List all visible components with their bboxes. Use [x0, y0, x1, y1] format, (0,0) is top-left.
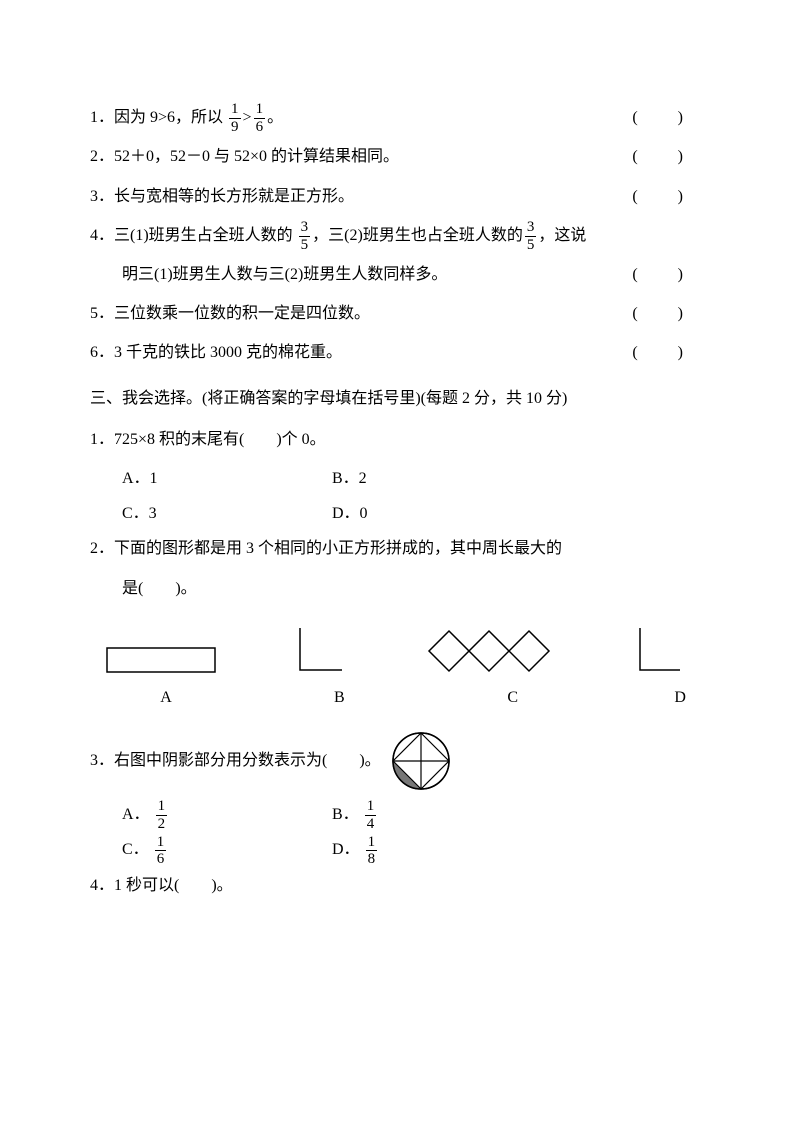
answer-blank[interactable]: ( ) [632, 100, 695, 135]
shape-d-corner [630, 620, 686, 676]
tf-q2: 2．52＋0，52－0 与 52×0 的计算结果相同。 ( ) [90, 139, 703, 174]
mc-q3-stem-row: 3．右图中阴影部分用分数表示为( )。 [90, 729, 703, 793]
tf-q1-post: 。 [267, 109, 283, 126]
fraction-3-5-a: 3 5 [299, 219, 311, 253]
tf-q4-mid: ，三(2)班男生也占全班人数的 [312, 227, 523, 244]
tf-q2-text: 2．52＋0，52－0 与 52×0 的计算结果相同。 [90, 148, 399, 165]
answer-blank[interactable]: ( ) [632, 296, 695, 331]
tf-q1: 1．因为 9>6，所以 1 9 > 1 6 。 ( ) [90, 100, 703, 135]
tf-q1-pre: 1．因为 9>6，所以 [90, 109, 223, 126]
mc-q2-label-a[interactable]: A [106, 680, 226, 715]
fraction-1-6: 1 6 [254, 101, 266, 135]
fraction-1-9: 1 9 [229, 101, 241, 135]
mc-q1-opts-row1: A．1 B．2 [122, 461, 703, 496]
shape-a-rectangle [106, 646, 216, 676]
mc-q3-opt-a[interactable]: A． 12 [122, 797, 332, 832]
tf-q3-text: 3．长与宽相等的长方形就是正方形。 [90, 188, 354, 205]
mc-q3-opt-d[interactable]: D． 18 [332, 832, 542, 867]
fraction-1-2: 12 [156, 798, 168, 832]
mc-q2-label-d[interactable]: D [626, 680, 686, 715]
tf-q6-text: 6．3 千克的铁比 3000 克的棉花重。 [90, 344, 342, 361]
mc-q1-opt-d[interactable]: D．0 [332, 496, 542, 531]
fraction-1-6: 16 [155, 834, 167, 868]
tf-q4-pre: 4．三(1)班男生占全班人数的 [90, 227, 293, 244]
shaded-circle-icon [389, 729, 453, 793]
mc-q3-stem: 3．右图中阴影部分用分数表示为( )。 [90, 743, 381, 778]
mc-q2-stem1: 2．下面的图形都是用 3 个相同的小正方形拼成的，其中周长最大的 [90, 531, 703, 566]
shape-c-diamonds [424, 626, 554, 676]
tf-q5: 5．三位数乘一位数的积一定是四位数。 ( ) [90, 296, 703, 331]
tf-q5-text: 5．三位数乘一位数的积一定是四位数。 [90, 305, 370, 322]
mc-q2-labels: A B C D [106, 680, 686, 715]
mc-q1-opt-a[interactable]: A．1 [122, 461, 332, 496]
mc-q1-stem: 1．725×8 积的末尾有( )个 0。 [90, 422, 703, 457]
answer-blank[interactable]: ( ) [632, 179, 695, 214]
tf-q6: 6．3 千克的铁比 3000 克的棉花重。 ( ) [90, 335, 703, 370]
mc-q3-opts-row2: C． 16 D． 18 [122, 832, 703, 867]
mc-q3-opt-c[interactable]: C． 16 [122, 832, 332, 867]
mc-q1-opts-row2: C．3 D．0 [122, 496, 703, 531]
answer-blank[interactable]: ( ) [632, 335, 695, 370]
tf-q4-line1: 4．三(1)班男生占全班人数的 3 5 ，三(2)班男生也占全班人数的 3 5 … [90, 218, 703, 253]
tf-q4-line2-text: 明三(1)班男生人数与三(2)班男生人数同样多。 [122, 266, 447, 283]
mc-q4-stem: 4．1 秒可以( )。 [90, 868, 703, 903]
gt-sign: > [243, 109, 252, 126]
tf-q3: 3．长与宽相等的长方形就是正方形。 ( ) [90, 179, 703, 214]
mc-q2-label-b[interactable]: B [279, 680, 399, 715]
tf-q4-line2: 明三(1)班男生人数与三(2)班男生人数同样多。 ( ) [90, 257, 703, 292]
mc-q2-label-c[interactable]: C [453, 680, 573, 715]
answer-blank[interactable]: ( ) [632, 257, 695, 292]
fraction-1-4: 14 [365, 798, 377, 832]
mc-q3-opts-row1: A． 12 B． 14 [122, 797, 703, 832]
mc-q2-shapes [106, 616, 686, 676]
tf-q4-post: ，这说 [538, 227, 586, 244]
mc-q2-stem2: 是( )。 [90, 571, 703, 606]
mc-q3-opt-b[interactable]: B． 14 [332, 797, 542, 832]
mc-q1-opt-c[interactable]: C．3 [122, 496, 332, 531]
mc-q1-opt-b[interactable]: B．2 [332, 461, 542, 496]
fraction-1-8: 18 [366, 834, 378, 868]
fraction-3-5-b: 3 5 [525, 219, 537, 253]
answer-blank[interactable]: ( ) [632, 139, 695, 174]
section-3-header: 三、我会选择。(将正确答案的字母填在括号里)(每题 2 分，共 10 分) [90, 381, 703, 416]
shape-b-L [292, 620, 348, 676]
